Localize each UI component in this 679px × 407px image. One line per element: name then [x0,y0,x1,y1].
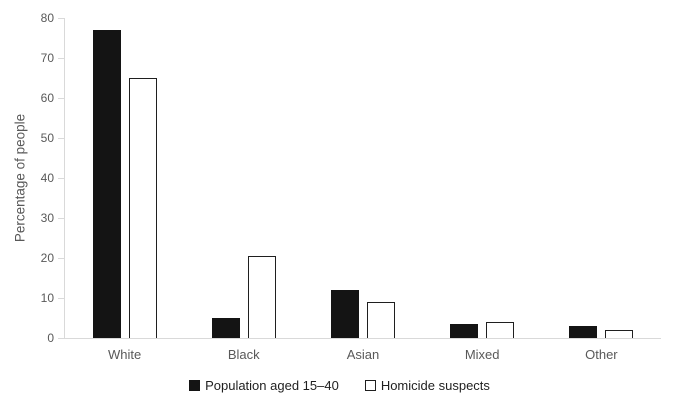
x-axis-category-label: Other [585,347,618,362]
bar-population-asian [331,290,359,338]
bar-homicide-white [128,78,157,338]
y-axis-tick-label: 10 [40,291,54,305]
y-axis-tick [58,217,64,219]
legend-swatch-homicide-open-square [364,380,376,391]
y-axis-tick-label: 60 [40,91,54,105]
y-axis-tick [58,57,64,59]
y-axis-tick [58,257,64,259]
plot-area: 0 10 20 30 40 50 60 70 80 White Black Asian Mixed Oth… [41,11,661,362]
y-axis-tick [58,17,64,19]
y-axis-tick-label: 40 [40,171,54,185]
bar-homicide-other [605,330,634,338]
bar-population-black [211,318,240,338]
legend-label-population: Population aged 15–40 [205,378,339,393]
legend: Population aged 15–40 Homicide suspects [0,378,679,393]
x-axis-category-label: Asian [346,347,380,362]
x-axis-category-label: Mixed [464,347,500,362]
bar-homicide-black [247,256,276,338]
bar-homicide-mixed [486,322,515,338]
legend-item-population: Population aged 15–40 [189,378,339,393]
x-axis-category-label: White [107,347,142,362]
y-axis-tick [58,297,64,299]
y-axis-tick-label: 30 [40,211,54,225]
y-axis-tick-label: 0 [47,331,54,345]
legend-swatch-population-filled-square [189,380,201,391]
x-axis-category-label: Black [227,347,260,362]
y-axis-tick [58,137,64,139]
y-axis-tick-label: 80 [40,11,54,25]
y-axis-tick [58,97,64,99]
legend-label-homicide: Homicide suspects [380,378,490,393]
y-axis-tick [58,337,64,339]
y-axis-tick-label: 20 [40,251,54,265]
y-axis-tick [58,177,64,179]
bar-population-white [92,30,121,338]
bar-homicide-asian [367,302,395,338]
y-axis-tick-label: 70 [40,51,54,65]
y-axis-tick-label: 50 [40,131,54,145]
legend-item-homicide: Homicide suspects [364,378,490,393]
bar-population-mixed [450,324,479,338]
bar-population-other [569,326,598,338]
